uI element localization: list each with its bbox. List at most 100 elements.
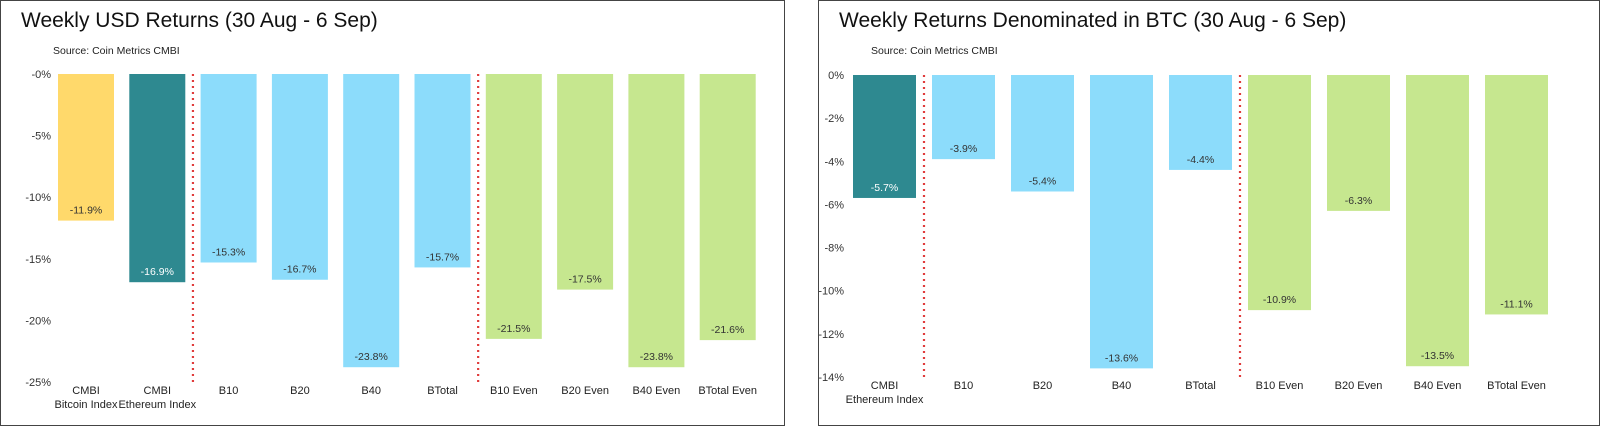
btc-returns-bar-chart: 0% -2% -4% -6% -8% -10% -12% -14% -5.7% CMBI Ether… bbox=[819, 70, 1548, 406]
data-label: -13.5% bbox=[1421, 350, 1454, 362]
y-tick-label: -10% bbox=[25, 192, 51, 204]
bar bbox=[699, 74, 756, 341]
data-label: -15.3% bbox=[212, 246, 245, 258]
data-label: -3.9% bbox=[950, 143, 977, 155]
bar bbox=[932, 75, 995, 160]
y-tick-label: -10% bbox=[819, 286, 844, 298]
x-tick-label: B40 bbox=[1112, 380, 1132, 392]
data-label: -5.7% bbox=[871, 182, 898, 194]
x-tick-label: B20 bbox=[1033, 380, 1053, 392]
x-tick-label: CMBI Ethereum Index bbox=[846, 380, 924, 406]
data-label: -11.9% bbox=[70, 205, 103, 217]
bar bbox=[129, 74, 186, 283]
x-tick-label-line: CMBI bbox=[871, 380, 899, 392]
x-tick-label-line: BTotal Even bbox=[1487, 380, 1546, 392]
bar bbox=[485, 74, 542, 339]
x-tick-label-line: CMBI bbox=[72, 385, 100, 397]
x-tick-label: B20 bbox=[290, 385, 310, 397]
x-tick-label-line: B20 Even bbox=[1335, 380, 1383, 392]
bar bbox=[1406, 75, 1469, 367]
data-label: -21.6% bbox=[711, 324, 744, 336]
x-tick-label: B40 Even bbox=[1414, 380, 1462, 392]
x-tick-label-line: B10 bbox=[219, 385, 239, 397]
x-tick-label: BTotal Even bbox=[1487, 380, 1546, 392]
x-tick-label-line: BTotal bbox=[427, 385, 458, 397]
data-label: -23.8% bbox=[355, 351, 388, 363]
chart-title: Weekly USD Returns (30 Aug - 6 Sep) bbox=[21, 9, 378, 32]
bar bbox=[1090, 75, 1153, 369]
y-tick-label: 0% bbox=[828, 70, 844, 82]
bar bbox=[1327, 75, 1390, 211]
x-tick-label: CMBI Bitcoin Index bbox=[55, 385, 118, 411]
x-tick-label-line: CMBI bbox=[144, 385, 172, 397]
x-tick-label-line: B40 bbox=[361, 385, 381, 397]
data-label: -16.7% bbox=[283, 264, 316, 276]
x-tick-label: B10 Even bbox=[1256, 380, 1304, 392]
bar bbox=[343, 74, 400, 368]
y-tick-label: -0% bbox=[31, 69, 51, 81]
x-tick-label-line: B40 bbox=[1112, 380, 1132, 392]
x-tick-label: BTotal bbox=[427, 385, 458, 397]
x-tick-label-line: B20 bbox=[1033, 380, 1053, 392]
x-tick-label: B10 bbox=[219, 385, 239, 397]
data-label: -6.3% bbox=[1345, 195, 1372, 207]
data-label: -23.8% bbox=[640, 351, 673, 363]
x-tick-label: B10 Even bbox=[490, 385, 538, 397]
data-label: -10.9% bbox=[1263, 294, 1296, 306]
x-tick-label-line: B20 Even bbox=[561, 385, 609, 397]
chart-title: Weekly Returns Denominated in BTC (30 Au… bbox=[839, 9, 1347, 32]
data-label: -21.5% bbox=[497, 323, 530, 335]
x-tick-label: B20 Even bbox=[1335, 380, 1383, 392]
x-tick-label-line: B40 Even bbox=[1414, 380, 1462, 392]
bar bbox=[414, 74, 471, 268]
x-tick-label-line: Ethereum Index bbox=[118, 399, 196, 411]
x-tick-label: BTotal Even bbox=[698, 385, 757, 397]
data-label: -15.7% bbox=[426, 251, 459, 263]
bar bbox=[58, 74, 114, 221]
bar bbox=[1248, 75, 1311, 311]
y-tick-label: -14% bbox=[819, 372, 844, 384]
x-tick-label-line: B10 bbox=[954, 380, 974, 392]
x-tick-label: B10 bbox=[954, 380, 974, 392]
bar bbox=[853, 75, 916, 198]
x-tick-label-line: BTotal bbox=[1185, 380, 1216, 392]
x-tick-label-line: BTotal Even bbox=[698, 385, 757, 397]
btc-returns-chart-panel: Weekly Returns Denominated in BTC (30 Au… bbox=[818, 0, 1600, 426]
bar bbox=[1485, 75, 1548, 315]
x-tick-label: CMBI Ethereum Index bbox=[118, 385, 196, 411]
x-tick-label: B40 Even bbox=[633, 385, 681, 397]
y-tick-label: -8% bbox=[824, 243, 844, 255]
x-tick-label: BTotal bbox=[1185, 380, 1216, 392]
x-tick-label-line: Bitcoin Index bbox=[55, 399, 118, 411]
usd-returns-chart-panel: Weekly USD Returns (30 Aug - 6 Sep) Sour… bbox=[0, 0, 785, 426]
x-tick-label-line: B40 Even bbox=[633, 385, 681, 397]
chart-source: Source: Coin Metrics CMBI bbox=[53, 45, 180, 57]
bar bbox=[628, 74, 685, 368]
data-label: -13.6% bbox=[1105, 352, 1138, 364]
x-tick-label: B40 bbox=[361, 385, 381, 397]
y-tick-label: -15% bbox=[25, 254, 51, 266]
data-label: -5.4% bbox=[1029, 175, 1056, 187]
y-tick-label: -12% bbox=[819, 329, 844, 341]
chart-source: Source: Coin Metrics CMBI bbox=[871, 45, 998, 57]
y-tick-label: -4% bbox=[824, 156, 844, 168]
y-tick-label: -6% bbox=[824, 199, 844, 211]
data-label: -4.4% bbox=[1187, 154, 1214, 166]
x-tick-label-line: B10 Even bbox=[1256, 380, 1304, 392]
x-tick-label: B20 Even bbox=[561, 385, 609, 397]
x-tick-label-line: B10 Even bbox=[490, 385, 538, 397]
bar bbox=[1011, 75, 1074, 192]
x-tick-label-line: Ethereum Index bbox=[846, 394, 924, 406]
y-tick-label: -25% bbox=[25, 377, 51, 389]
usd-returns-bar-chart: -0% -5% -10% -15% -20% -25% -11.9% CMBI Bitcoin … bbox=[25, 69, 757, 411]
y-tick-label: -2% bbox=[824, 113, 844, 125]
data-label: -11.1% bbox=[1500, 298, 1533, 310]
bar bbox=[1169, 75, 1232, 170]
y-tick-label: -5% bbox=[31, 131, 51, 143]
x-tick-label-line: B20 bbox=[290, 385, 310, 397]
y-tick-label: -20% bbox=[25, 315, 51, 327]
data-label: -17.5% bbox=[568, 274, 601, 286]
data-label: -16.9% bbox=[141, 266, 174, 278]
bar bbox=[271, 74, 328, 280]
bar bbox=[200, 74, 257, 263]
